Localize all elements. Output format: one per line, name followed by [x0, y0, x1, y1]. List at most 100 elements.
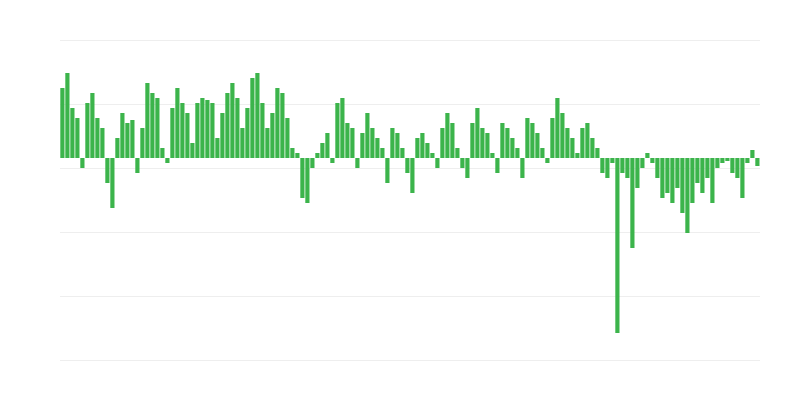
- bar: [735, 158, 740, 178]
- bar: [465, 158, 470, 178]
- bar: [195, 103, 200, 158]
- bar: [400, 148, 405, 158]
- bar: [155, 98, 160, 158]
- bar: [260, 103, 265, 158]
- bar: [245, 108, 250, 158]
- bar: [145, 83, 150, 158]
- bar: [365, 113, 370, 158]
- bar: [350, 128, 355, 158]
- bar: [230, 83, 235, 158]
- bar: [255, 73, 260, 158]
- bar: [615, 158, 620, 333]
- bar: [640, 158, 645, 168]
- bar: [375, 138, 380, 158]
- bar: [265, 128, 270, 158]
- bar: [565, 128, 570, 158]
- bar: [95, 118, 100, 158]
- bar: [70, 108, 75, 158]
- bar: [170, 108, 175, 158]
- bar: [65, 73, 70, 158]
- bar: [650, 158, 655, 163]
- bar: [695, 158, 700, 183]
- bar: [585, 123, 590, 158]
- bar: [575, 153, 580, 158]
- bar: [325, 133, 330, 158]
- bar: [625, 158, 630, 178]
- bar: [530, 123, 535, 158]
- bar: [535, 133, 540, 158]
- bar: [330, 158, 335, 163]
- bar: [205, 100, 210, 158]
- bar: [110, 158, 115, 208]
- bar: [175, 88, 180, 158]
- bar: [660, 158, 665, 198]
- bar: [665, 158, 670, 193]
- bar: [560, 113, 565, 158]
- bar: [490, 153, 495, 158]
- bar: [580, 128, 585, 158]
- bar: [745, 158, 750, 163]
- bar: [500, 123, 505, 158]
- bar: [355, 158, 360, 168]
- bar: [505, 128, 510, 158]
- bar: [80, 158, 85, 168]
- bar: [440, 128, 445, 158]
- bar: [655, 158, 660, 178]
- bar: [720, 158, 725, 163]
- bar: [620, 158, 625, 173]
- bar: [525, 118, 530, 158]
- bar: [310, 158, 315, 168]
- bar: [455, 148, 460, 158]
- bar: [480, 128, 485, 158]
- bar: [670, 158, 675, 203]
- bar: [675, 158, 680, 188]
- bar: [105, 158, 110, 183]
- bar: [635, 158, 640, 188]
- bar: [450, 123, 455, 158]
- bar: [685, 158, 690, 233]
- bar: [700, 158, 705, 193]
- bar: [220, 113, 225, 158]
- bar: [725, 158, 730, 161]
- bar: [115, 138, 120, 158]
- bar: [385, 158, 390, 183]
- bar: [85, 103, 90, 158]
- bar: [125, 123, 130, 158]
- bar: [690, 158, 695, 203]
- bar: [420, 133, 425, 158]
- bar: [510, 138, 515, 158]
- bar: [280, 93, 285, 158]
- bar: [250, 78, 255, 158]
- bar: [595, 148, 600, 158]
- bar: [290, 148, 295, 158]
- bar: [200, 98, 205, 158]
- bar: [100, 128, 105, 158]
- bar: [320, 143, 325, 158]
- bar: [425, 143, 430, 158]
- bar: [430, 153, 435, 158]
- bar: [150, 93, 155, 158]
- bar: [470, 123, 475, 158]
- bar: [645, 153, 650, 158]
- bar: [605, 158, 610, 178]
- bar: [395, 133, 400, 158]
- bar: [380, 148, 385, 158]
- bar: [315, 153, 320, 158]
- bar: [590, 138, 595, 158]
- bar: [740, 158, 745, 198]
- bar: [225, 93, 230, 158]
- bar: [705, 158, 710, 178]
- bar: [545, 158, 550, 163]
- bar: [340, 98, 345, 158]
- bar: [160, 148, 165, 158]
- bar: [90, 93, 95, 158]
- bar: [240, 128, 245, 158]
- bar: [295, 153, 300, 158]
- bar: [460, 158, 465, 168]
- bar: [215, 138, 220, 158]
- bar: [475, 108, 480, 158]
- bar: [410, 158, 415, 193]
- bar: [550, 118, 555, 158]
- bar: [360, 133, 365, 158]
